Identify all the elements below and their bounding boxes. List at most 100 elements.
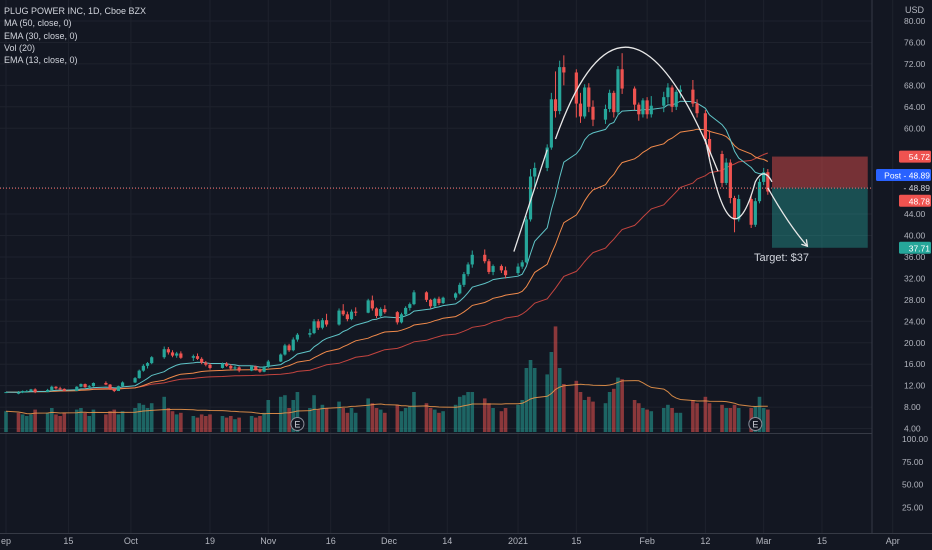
volume-bar: [258, 416, 262, 432]
volume-bar: [761, 408, 766, 432]
volume-bar: [636, 403, 641, 432]
volume-bar: [291, 400, 296, 432]
volume-bar: [341, 408, 346, 432]
indicator-ema30[interactable]: EMA (30, close, 0): [4, 30, 78, 41]
volume-bar: [74, 409, 79, 432]
post-price-badge[interactable]: Post - 48.89: [876, 168, 931, 181]
volume-bar: [45, 412, 50, 432]
volume-bar: [441, 411, 445, 432]
candle-body: [200, 358, 204, 363]
trendline-drawings[interactable]: [513, 46, 809, 252]
candle-body: [395, 312, 399, 323]
earnings-circle[interactable]: [748, 417, 763, 431]
volume-bar: [29, 414, 33, 432]
candle-body: [437, 298, 441, 304]
volume-bar: [54, 414, 58, 432]
volume-bar: [204, 416, 208, 432]
last-price-badge[interactable]: 48.78: [899, 194, 931, 207]
pane-tick-label: 75.00: [902, 457, 924, 467]
earnings-marker[interactable]: E: [290, 417, 305, 431]
candle-body: [383, 308, 387, 313]
stop-price-badge[interactable]: 54.72: [899, 150, 931, 163]
date-tick-label: 19: [205, 536, 215, 546]
candle-body: [279, 354, 283, 362]
candle-body: [179, 353, 183, 358]
candle-body: [433, 298, 437, 307]
volume-bar: [104, 414, 108, 432]
volume-bar: [695, 403, 699, 432]
target-arrow-line[interactable]: [767, 187, 808, 247]
volume-bar: [170, 411, 175, 432]
date-tick-label: 14: [442, 536, 452, 546]
candle-body: [645, 100, 649, 115]
volume-bar: [174, 414, 179, 432]
candle-body: [441, 297, 445, 304]
candle-body: [254, 366, 258, 370]
price-tick-label: 4.00: [904, 424, 921, 434]
volume-bar: [645, 409, 649, 432]
candle-body: [349, 311, 354, 320]
indicator-ema13[interactable]: EMA (13, close, 0): [4, 55, 78, 66]
target-arrow-head[interactable]: [801, 239, 809, 248]
volume-bar: [408, 406, 412, 432]
volume-bar: [345, 412, 350, 432]
v-reversal-drawing[interactable]: [704, 138, 773, 220]
candle-body: [120, 382, 125, 387]
volume-bar: [632, 400, 637, 432]
candle-body: [283, 345, 287, 355]
date-tick-label: 16: [326, 536, 336, 546]
stop-loss-zone[interactable]: [771, 156, 868, 188]
volume-bar: [582, 400, 587, 432]
candle-body: [162, 349, 166, 358]
indicator-volume[interactable]: Vol (20): [4, 42, 36, 53]
volume-bar: [412, 392, 416, 432]
date-tick-label: 15: [817, 536, 827, 546]
price-tick-label: 44.00: [904, 209, 926, 219]
candle-body: [108, 384, 112, 389]
candle-body: [662, 97, 666, 106]
cup-arc-drawing[interactable]: [554, 46, 719, 172]
volume-bar: [520, 400, 525, 432]
volume-bar: [678, 412, 683, 432]
volume-bar: [432, 409, 437, 432]
candle-body: [91, 382, 96, 387]
volume-bar: [616, 377, 620, 432]
grid: [0, 0, 932, 534]
volume-bar: [736, 408, 741, 432]
earnings-marker[interactable]: E: [748, 417, 763, 431]
candle-body: [366, 300, 370, 313]
short-position-tool[interactable]: [0, 156, 872, 248]
target-price-badge[interactable]: 37.71: [899, 241, 931, 254]
date-tick-label: Dec: [381, 536, 398, 546]
volume-bar: [337, 401, 341, 432]
candle-body: [695, 103, 699, 114]
volume-bar: [179, 412, 183, 432]
candle-body: [591, 106, 595, 120]
volume-bar: [324, 408, 329, 432]
pane-tick-label: 50.00: [902, 480, 924, 490]
candle-body: [491, 266, 495, 272]
indicator-ma50[interactable]: MA (50, close, 0): [4, 18, 72, 29]
volume-bar: [133, 408, 137, 432]
symbol-title[interactable]: PLUG POWER INC, 1D, Cboe BZX: [4, 6, 147, 16]
candle-body: [250, 366, 254, 371]
candle-body: [191, 356, 195, 358]
candle-body: [549, 99, 553, 148]
breakout-trendline[interactable]: [513, 149, 548, 252]
profit-target-zone[interactable]: [771, 187, 868, 248]
volume-bar: [353, 412, 358, 432]
volume-bar: [295, 392, 300, 432]
candle-body: [341, 310, 345, 315]
candle-body: [562, 67, 566, 73]
volume-bar: [549, 352, 554, 432]
volume-bar: [308, 408, 312, 432]
price-tick-label: 12.00: [904, 381, 926, 391]
candle-body: [766, 172, 770, 192]
candle-body: [170, 352, 175, 356]
candle-body: [503, 270, 508, 276]
earnings-circle[interactable]: [290, 417, 305, 431]
stop-price-badge-value: 54.72: [909, 152, 931, 162]
volume-bar: [487, 403, 491, 432]
target-annotation[interactable]: Target: $37: [754, 252, 809, 264]
